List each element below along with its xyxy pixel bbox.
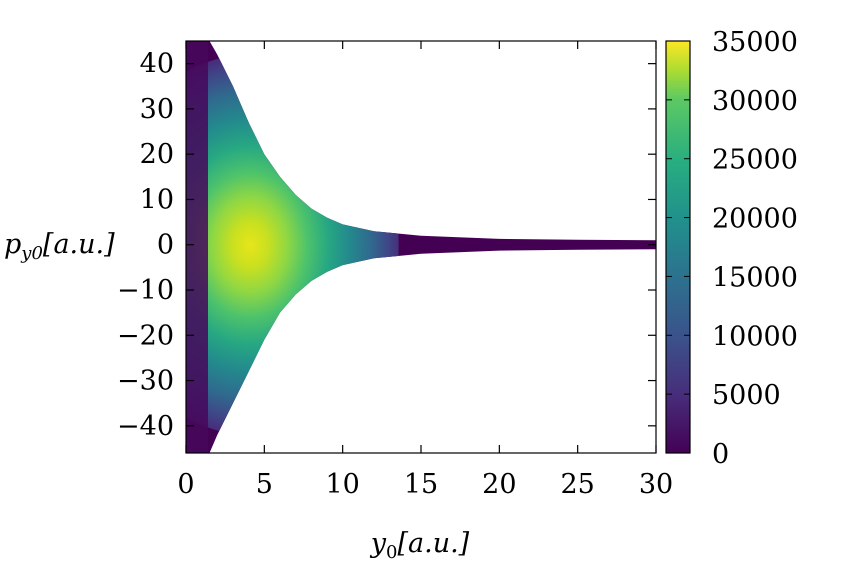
y-tick-label: 20 <box>140 139 174 170</box>
y-tick-label: 40 <box>140 49 174 80</box>
colorbar-tick-label: 25000 <box>712 145 798 176</box>
colorbar-tick-label: 20000 <box>712 204 798 235</box>
y-tick-label: −20 <box>117 320 174 351</box>
plot-region <box>186 41 656 453</box>
x-tick-label: 0 <box>177 469 194 500</box>
y-tick-label: 0 <box>157 230 174 261</box>
x-tick-label: 30 <box>639 469 673 500</box>
y-tick-label: −40 <box>117 411 174 442</box>
left-edge-band <box>186 41 208 453</box>
y-tick-label: −10 <box>117 275 174 306</box>
colorbar-tick-label: 10000 <box>712 321 798 352</box>
x-axis-label: y0[a.u.] <box>370 528 470 563</box>
colorbar-tick-label: 0 <box>712 439 729 470</box>
colorbar-tick-label: 5000 <box>712 380 781 411</box>
density-envelope <box>186 41 656 453</box>
colorbar-tick-label: 30000 <box>712 86 798 117</box>
x-tick-label: 10 <box>325 469 359 500</box>
y-tick-label: 10 <box>140 184 174 215</box>
colorbar <box>665 40 691 454</box>
x-tick-label: 25 <box>560 469 594 500</box>
x-tick-label: 5 <box>256 469 273 500</box>
colorbar-tick-label: 15000 <box>712 262 798 293</box>
colorbar-ticks: 0 5000 10000 15000 20000 25000 30000 35000 <box>666 27 798 470</box>
x-axis-ticks: 0 5 10 15 20 25 30 <box>177 41 673 500</box>
y-tick-label: −30 <box>117 366 174 397</box>
y-tick-label: 30 <box>140 94 174 125</box>
y-axis-label: py0[a.u.] <box>4 229 115 264</box>
colorbar-tick-label: 35000 <box>712 27 798 58</box>
y-axis-ticks: 40 30 20 10 0 −10 −20 −30 −40 <box>117 49 656 442</box>
x-tick-label: 15 <box>404 469 438 500</box>
x-tick-label: 20 <box>482 469 516 500</box>
